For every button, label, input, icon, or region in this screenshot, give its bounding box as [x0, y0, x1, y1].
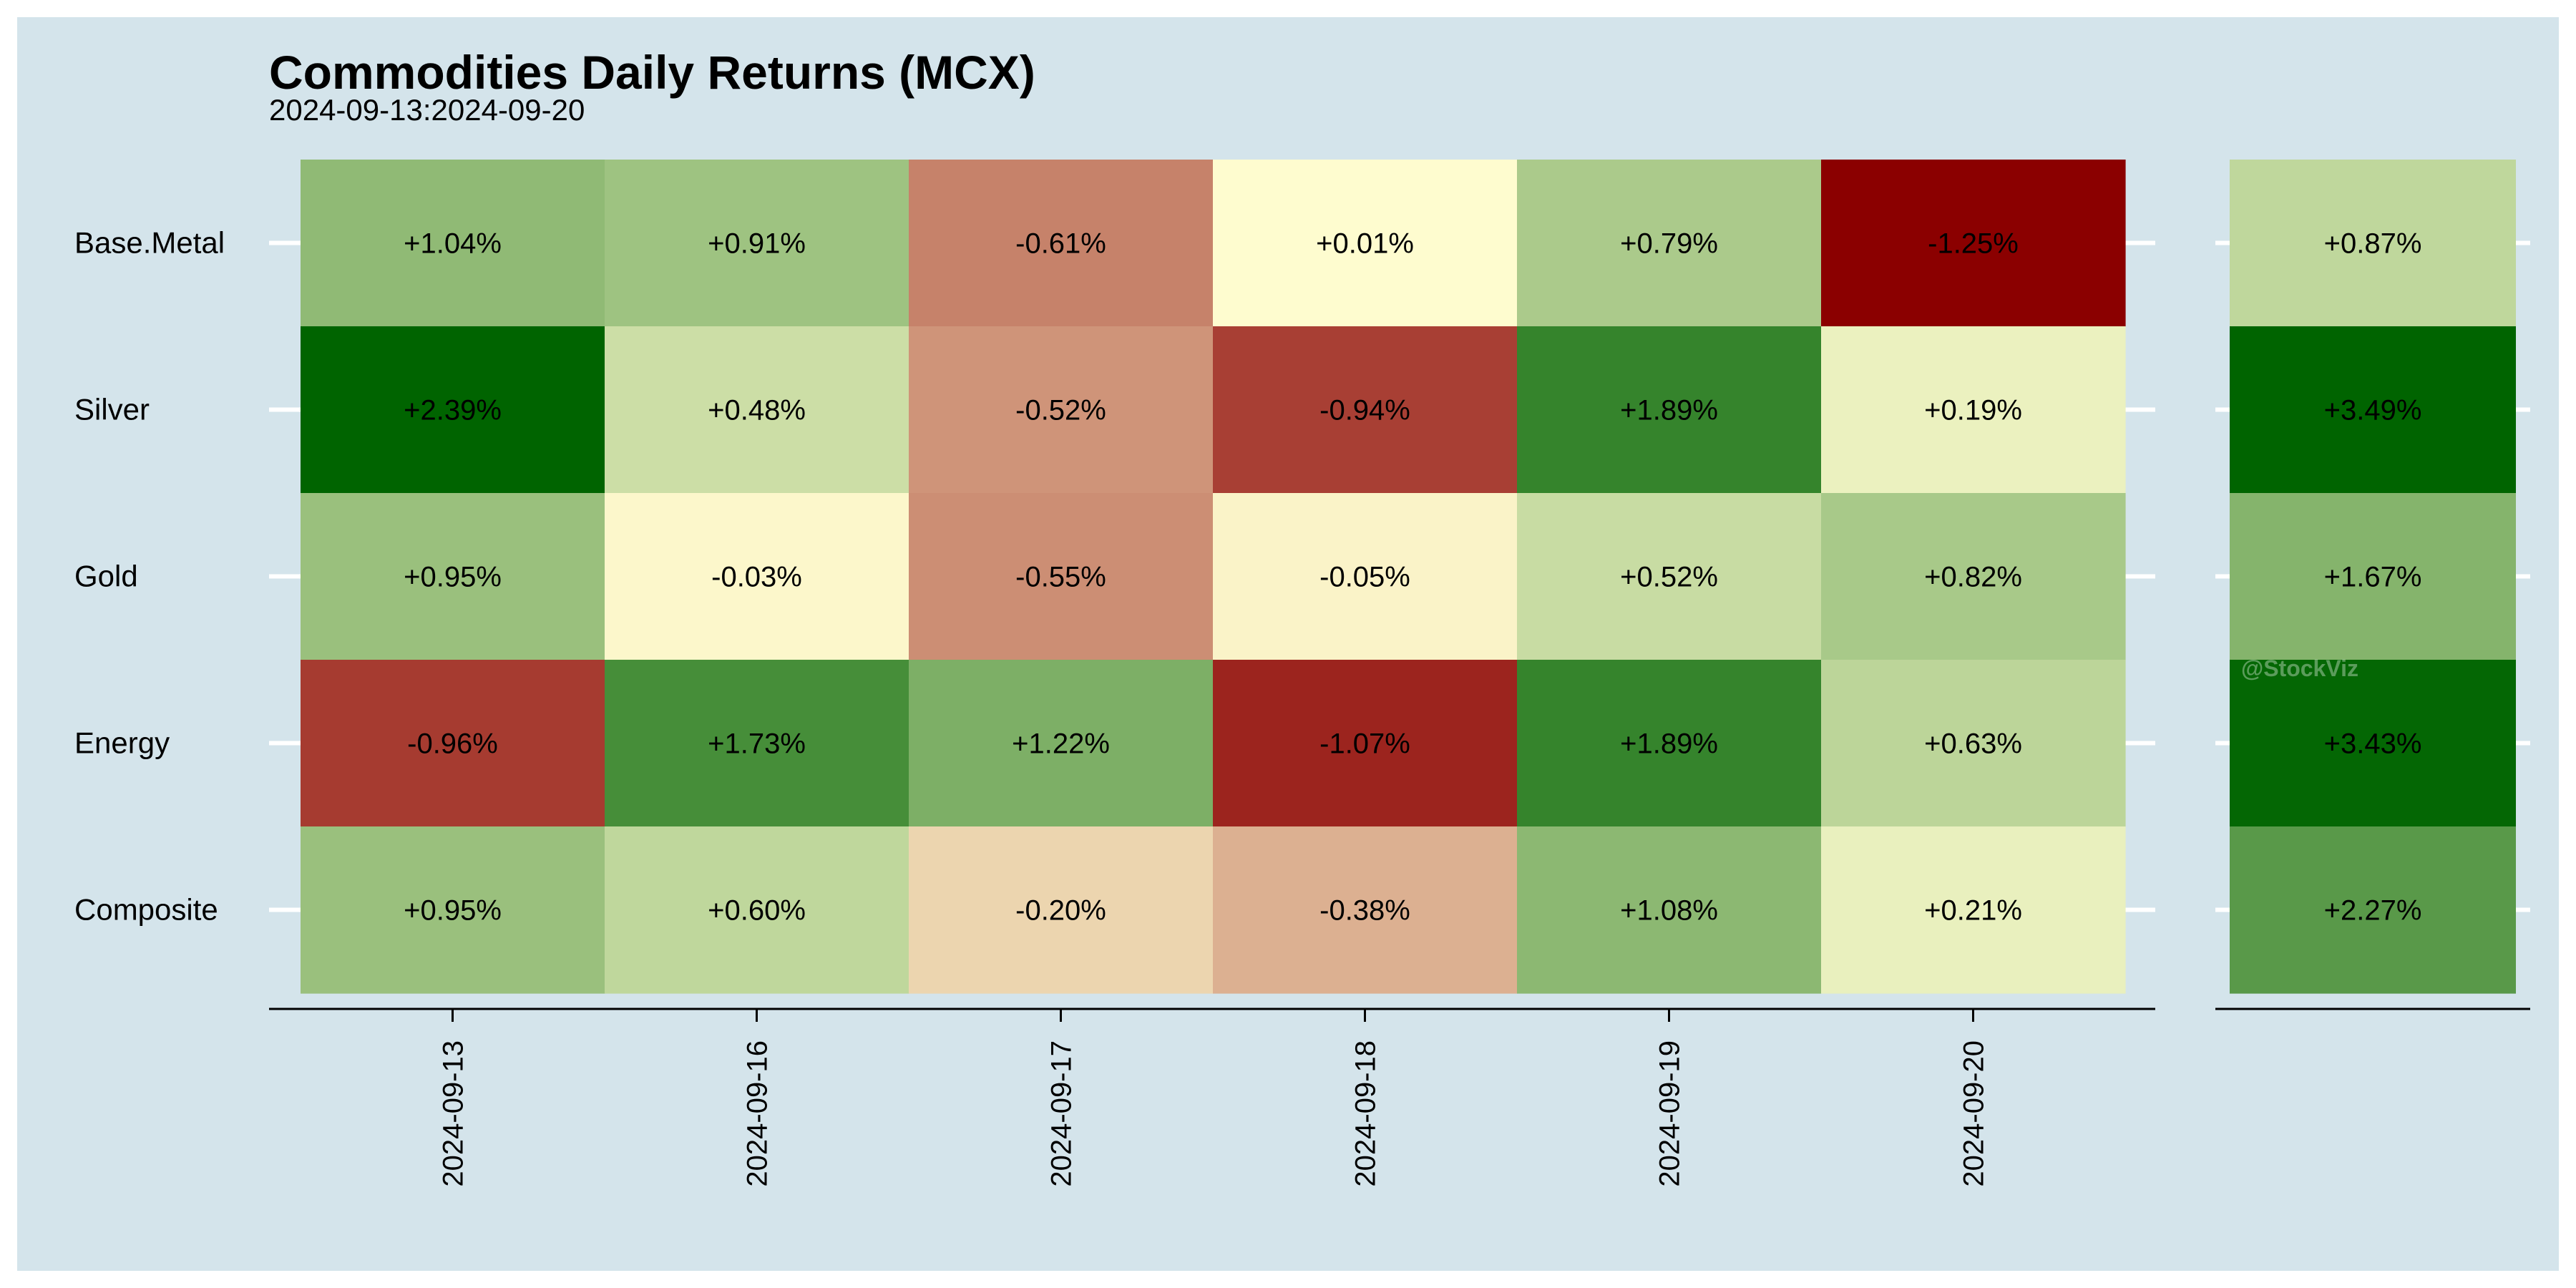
cell-label: +2.39%: [404, 395, 502, 426]
heatmap-cell: [1517, 326, 1822, 494]
heatmap-cell: [301, 826, 605, 994]
total-label: +3.49%: [2324, 395, 2422, 426]
heatmap-cell: [1821, 660, 2126, 827]
x-tick-label: 2024-09-16: [742, 1040, 774, 1187]
cell-label: +1.89%: [1620, 728, 1718, 760]
heatmap-cell: [1517, 826, 1822, 994]
heatmap-cell: [301, 160, 605, 327]
total-cell: [2230, 660, 2516, 827]
heatmap-cell: [1213, 826, 1518, 994]
cell-label: +1.89%: [1620, 395, 1718, 426]
cell-label: +0.48%: [708, 395, 806, 426]
cell-label: -0.94%: [1319, 395, 1410, 426]
cell-label: +1.04%: [404, 228, 502, 260]
chart-subtitle: 2024-09-13:2024-09-20: [269, 93, 585, 127]
x-tick-label: 2024-09-17: [1046, 1040, 1078, 1187]
heatmap-cell: [909, 826, 1214, 994]
cell-label: +0.63%: [1924, 728, 2022, 760]
row-label: Silver: [74, 393, 150, 426]
heatmap-cell: [909, 160, 1214, 327]
heatmap-cell: [1517, 660, 1822, 827]
main-heatmap: +1.04% +0.91% -0.61% +0.01% +0.79% -1.25% +2.3…: [301, 160, 2126, 994]
heatmap-cell: [605, 160, 909, 327]
row-label: Composite: [74, 893, 218, 927]
total-label: +0.87%: [2324, 228, 2422, 260]
total-label: +3.43%: [2324, 728, 2422, 760]
heatmap-cell: [1821, 160, 2126, 327]
cell-label: +0.52%: [1620, 562, 1718, 593]
heatmap-cell: [1517, 160, 1822, 327]
heatmap-cell: [301, 660, 605, 827]
total-label: +2.27%: [2324, 895, 2422, 927]
heatmap-cell: [1213, 660, 1518, 827]
heatmap-cell: [301, 326, 605, 494]
heatmap-cell: [909, 493, 1214, 660]
heatmap-cell: [605, 493, 909, 660]
cell-label: +0.91%: [708, 228, 806, 260]
chart-title: Commodities Daily Returns (MCX): [269, 46, 1035, 99]
cell-label: -0.38%: [1319, 895, 1410, 927]
cell-label: -1.07%: [1319, 728, 1410, 760]
x-tick-label: 2024-09-20: [1958, 1040, 1990, 1187]
cell-label: +1.08%: [1620, 895, 1718, 927]
heatmap-cell: [1821, 326, 2126, 494]
cell-label: +1.73%: [708, 728, 806, 760]
cell-label: +0.01%: [1316, 228, 1414, 260]
cell-label: +0.79%: [1620, 228, 1718, 260]
cell-label: -1.25%: [1928, 228, 2019, 260]
cell-label: +0.95%: [404, 562, 502, 593]
watermark: @StockViz: [2241, 655, 2358, 681]
heatmap-cell: [909, 326, 1214, 494]
axis-labels: Base.Metal Silver Gold Energy Composite 2024-…: [74, 226, 2530, 1187]
cell-label: -0.52%: [1015, 395, 1106, 426]
x-tick-label: 2024-09-18: [1350, 1040, 1382, 1187]
cell-label: -0.03%: [711, 562, 802, 593]
x-tick-label: 2024-09-19: [1654, 1040, 1686, 1187]
cell-label: +0.21%: [1924, 895, 2022, 927]
cell-label: +0.82%: [1924, 562, 2022, 593]
total-label: +1.67%: [2324, 562, 2422, 593]
row-label: Base.Metal: [74, 226, 225, 260]
cell-label: -0.55%: [1015, 562, 1106, 593]
heatmap-cell: [1517, 493, 1822, 660]
cell-label: +0.19%: [1924, 395, 2022, 426]
cell-label: +0.95%: [404, 895, 502, 927]
heatmap-cell: [301, 493, 605, 660]
total-cell: [2230, 326, 2516, 494]
cell-label: -0.61%: [1015, 228, 1106, 260]
row-label: Gold: [74, 560, 138, 593]
heatmap-cell: [1213, 493, 1518, 660]
x-tick-label: 2024-09-13: [438, 1040, 469, 1187]
cell-label: -0.20%: [1015, 895, 1106, 927]
heatmap-cell: [909, 660, 1214, 827]
heatmap-cell: [1821, 826, 2126, 994]
total-cell: [2230, 493, 2516, 660]
heatmap-cell: [605, 826, 909, 994]
heatmap-cell: [1213, 160, 1518, 327]
heatmap-cell: [605, 326, 909, 494]
heatmap-cell: [605, 660, 909, 827]
cell-label: +1.22%: [1012, 728, 1110, 760]
cell-label: -0.96%: [407, 728, 498, 760]
cell-label: -0.05%: [1319, 562, 1410, 593]
heatmap-cell: [1821, 493, 2126, 660]
row-label: Energy: [74, 726, 170, 760]
heatmap-cell: [1213, 326, 1518, 494]
cell-label: +0.60%: [708, 895, 806, 927]
total-cell: [2230, 160, 2516, 327]
totals-heatmap: +0.87% +3.49% +1.67% +3.43% +2.27%: [2230, 160, 2516, 994]
total-cell: [2230, 826, 2516, 994]
